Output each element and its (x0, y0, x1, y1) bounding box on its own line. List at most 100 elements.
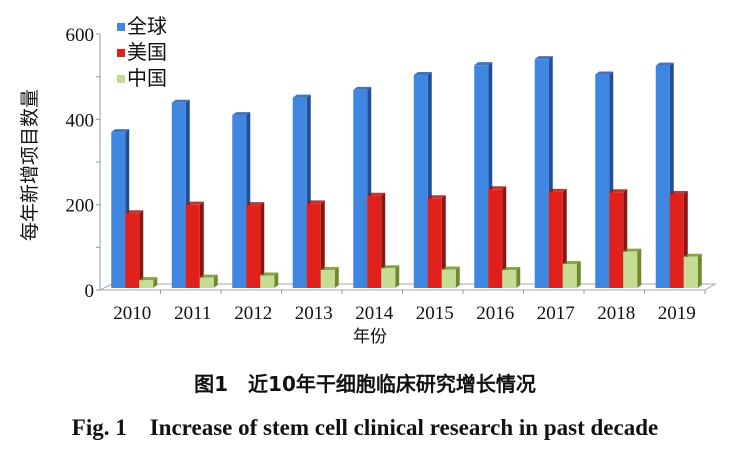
bar-top (669, 191, 688, 194)
bar-top (320, 266, 339, 270)
bar-top (548, 188, 567, 192)
bar-中国-2013 (320, 269, 335, 288)
bar-top (353, 86, 372, 90)
x-tick-label: 2013 (295, 303, 333, 324)
bar-top (623, 248, 642, 252)
bar-美国-2016 (488, 189, 503, 288)
bar-side (576, 260, 581, 288)
bar-全球-2015 (413, 74, 428, 289)
bar-top (125, 210, 144, 214)
bar-side (153, 277, 158, 288)
bar-side (139, 210, 144, 288)
bar-top (502, 266, 521, 270)
bar-top (441, 266, 460, 270)
bar-top (562, 260, 581, 264)
bar-top (367, 192, 386, 196)
x-tick-label: 2014 (355, 303, 394, 324)
bar-top (595, 71, 614, 75)
legend-label: 中国 (127, 66, 167, 90)
bar-中国-2012 (260, 275, 275, 288)
bar-全球-2018 (595, 74, 610, 289)
bar-全球-2017 (534, 59, 549, 288)
x-tick-label: 2010 (113, 303, 151, 324)
x-tick-label: 2019 (658, 303, 696, 324)
bar-全球-2019 (655, 65, 670, 288)
bar-全球-2012 (232, 115, 247, 288)
bar-side (502, 186, 507, 288)
bar-中国-2010 (139, 280, 154, 288)
bar-side (260, 202, 265, 288)
bar-美国-2019 (669, 194, 684, 288)
bar-top (683, 253, 702, 257)
bar-top (292, 94, 311, 98)
x-tick-label: 2017 (537, 303, 575, 324)
bar-side (441, 195, 446, 288)
bar-美国-2010 (125, 213, 140, 288)
legend-label: 美国 (127, 40, 167, 64)
bar-side (637, 248, 642, 288)
bar-美国-2017 (548, 191, 563, 288)
bar-side (320, 200, 325, 288)
figure-caption-english: Fig. 1 Increase of stem cell clinical re… (71, 415, 659, 440)
x-tick-label: 2018 (597, 303, 635, 324)
bar-top (171, 99, 190, 103)
figure-caption-chinese: 图1 近10年干细胞临床研究增长情况 (194, 372, 536, 396)
bar-top (413, 71, 432, 75)
bar-美国-2015 (427, 198, 442, 288)
bar-全球-2016 (474, 65, 489, 288)
bar-top (260, 272, 279, 276)
x-tick-label: 2016 (476, 303, 514, 324)
bar-side (516, 266, 521, 288)
bar-top (199, 274, 218, 278)
bar-top (609, 189, 628, 193)
legend-swatch (117, 75, 125, 83)
bar-top (655, 62, 674, 66)
bar-top (139, 277, 158, 281)
bar-side (199, 201, 204, 288)
bar-top (534, 56, 553, 60)
bar-中国-2017 (562, 263, 577, 288)
bar-top (185, 201, 204, 205)
bar-中国-2019 (683, 256, 698, 288)
x-tick-label: 2012 (234, 303, 272, 324)
y-tick-label: 200 (66, 196, 95, 217)
bar-top (427, 195, 446, 199)
bar-side (213, 274, 218, 288)
x-tick-label: 2015 (416, 303, 454, 324)
legend-swatch (117, 23, 125, 31)
bar-美国-2012 (246, 205, 261, 288)
bar-中国-2014 (381, 268, 396, 288)
bar-side (334, 266, 339, 288)
bar-全球-2011 (171, 102, 186, 289)
bar-美国-2011 (185, 204, 200, 288)
bar-top (111, 129, 130, 133)
bar-side (395, 265, 400, 288)
bar-全球-2010 (111, 132, 126, 288)
bar-中国-2015 (441, 269, 456, 288)
bar-top (306, 200, 325, 204)
bar-全球-2014 (353, 89, 368, 288)
bar-top (474, 62, 493, 66)
bar-美国-2014 (367, 195, 382, 288)
bar-美国-2013 (306, 203, 321, 288)
x-axis-label: 年份 (353, 327, 387, 347)
y-tick-label: 0 (85, 281, 95, 302)
bar-中国-2018 (623, 251, 638, 288)
bar-top (232, 112, 251, 116)
legend-swatch (117, 49, 125, 57)
legend-label: 全球 (127, 14, 167, 38)
y-tick-label: 600 (66, 25, 95, 46)
bar-top (488, 186, 507, 190)
bar-side (274, 272, 279, 288)
bar-side (455, 266, 460, 288)
floor-plane (99, 283, 717, 291)
y-axis-label: 每年新增项目数量 (19, 89, 41, 241)
bar-中国-2016 (502, 269, 517, 288)
bar-美国-2018 (609, 192, 624, 288)
bar-side (381, 192, 386, 288)
bar-top (381, 265, 400, 269)
bar-全球-2013 (292, 97, 307, 288)
x-tick-label: 2011 (174, 303, 211, 324)
bar-top (246, 202, 265, 206)
